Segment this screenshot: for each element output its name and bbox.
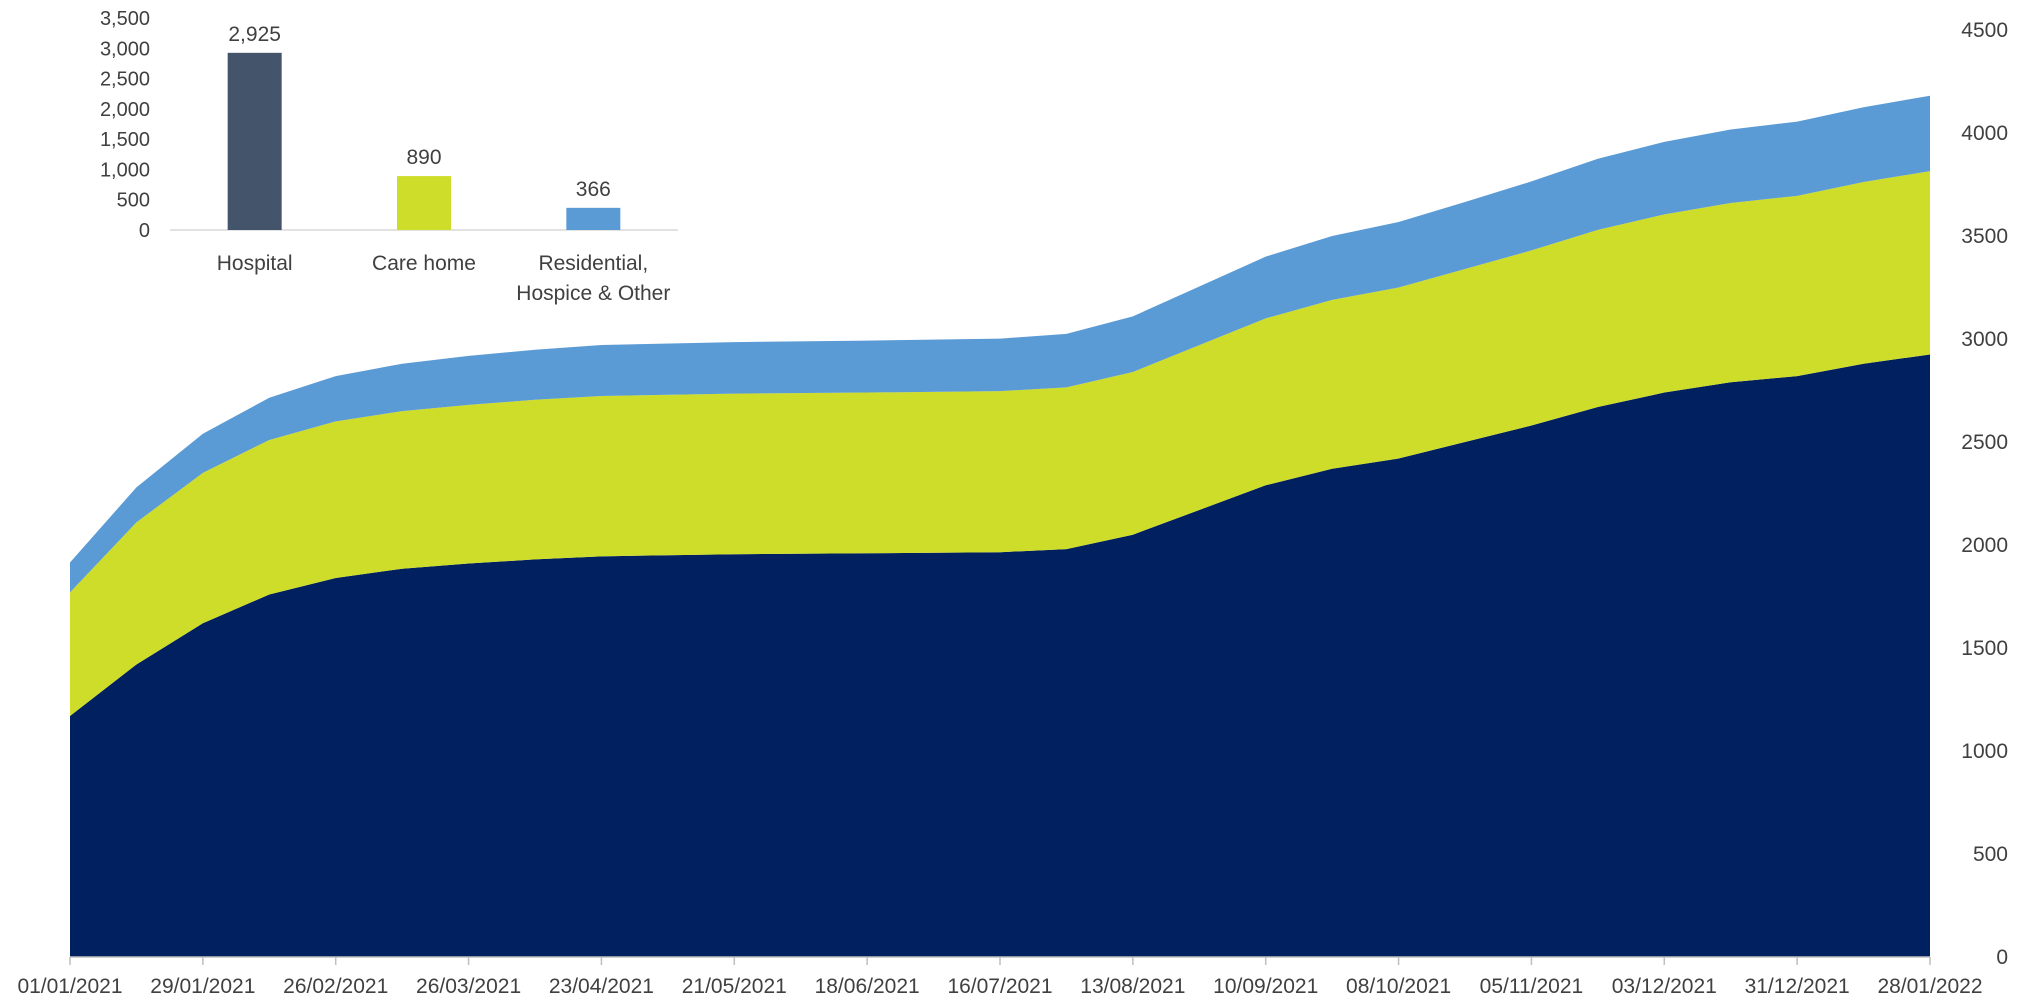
bar-data-label: 2,925	[228, 23, 281, 46]
x-tick-label: 31/12/2021	[1745, 975, 1850, 998]
x-tick-label: 23/04/2021	[549, 975, 654, 998]
bar-y-tick-label: 3,500	[100, 8, 150, 30]
y-tick-label-right: 2000	[1961, 534, 2008, 557]
x-tick-label: 26/03/2021	[416, 975, 521, 998]
x-tick-label: 16/07/2021	[947, 975, 1052, 998]
x-tick-label: 08/10/2021	[1346, 975, 1451, 998]
y-tick-label-right: 4500	[1961, 19, 2008, 42]
y-tick-label-right: 2500	[1961, 431, 2008, 454]
y-tick-label-right: 500	[1973, 843, 2008, 866]
bar-category-label: Residential,	[538, 252, 648, 275]
x-tick-label: 26/02/2021	[283, 975, 388, 998]
y-tick-label-right: 1500	[1961, 637, 2008, 660]
bar-3	[566, 207, 621, 230]
x-tick-label: 18/06/2021	[815, 975, 920, 998]
y-tick-label-right: 4000	[1961, 122, 2008, 145]
x-tick-label: 21/05/2021	[682, 975, 787, 998]
area-series-group	[70, 95, 1930, 957]
y-tick-label-right: 3000	[1961, 328, 2008, 351]
x-tick-label: 01/01/2021	[17, 975, 122, 998]
bar-data-label: 366	[576, 178, 611, 201]
bar-y-tick-label: 0	[139, 220, 150, 242]
y-tick-label-right: 0	[1996, 946, 2008, 969]
bar-category-label: Hospital	[217, 252, 293, 275]
area-axis-group: 01/01/2021 29/01/2021 26/02/2021 26/03/2021…	[17, 19, 2008, 998]
x-tick-label: 28/01/2022	[1877, 975, 1982, 998]
bar-data-label: 890	[406, 146, 441, 169]
bar-y-tick-label: 500	[117, 190, 150, 212]
bar-2	[397, 176, 451, 230]
bar-1	[227, 52, 282, 231]
area-series-2	[70, 171, 1930, 716]
x-tick-label: 10/09/2021	[1213, 975, 1318, 998]
area-series-1	[70, 354, 1930, 957]
x-tick-label: 29/01/2021	[150, 975, 255, 998]
bar-y-tick-label: 2,500	[100, 69, 150, 91]
y-tick-label-right: 1000	[1961, 740, 2008, 763]
area-series-3	[70, 95, 1930, 593]
inset-bar-chart: 0 500 1,000 1,500 2,000 2,500 3,000 3,500 2,925 H…	[100, 8, 678, 305]
y-tick-label-right: 3500	[1961, 225, 2008, 248]
bar-category-label: Hospice & Other	[516, 282, 670, 305]
x-tick-label: 03/12/2021	[1612, 975, 1717, 998]
x-tick-label: 05/11/2021	[1480, 975, 1584, 998]
bar-y-tick-label: 1,000	[100, 159, 150, 181]
bar-category-label: Care home	[372, 252, 476, 275]
x-tick-label: 13/08/2021	[1080, 975, 1185, 998]
bar-y-tick-label: 3,000	[100, 38, 150, 60]
bar-y-tick-label: 2,000	[100, 99, 150, 121]
bar-y-tick-label: 1,500	[100, 129, 150, 151]
